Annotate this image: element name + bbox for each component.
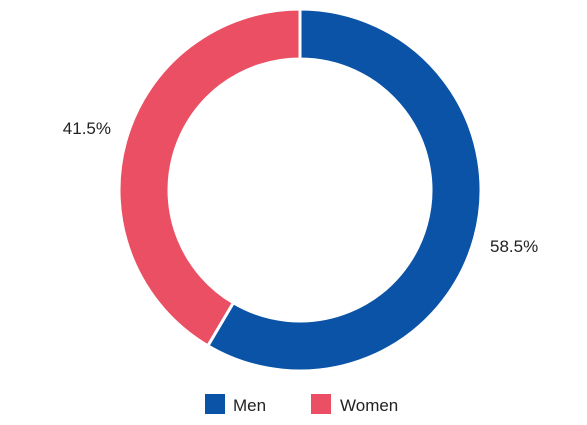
slice-women [117,7,302,348]
legend-label-men: Men [233,396,266,415]
slice-label-men: 58.5% [490,237,538,256]
legend: Men Women [205,394,398,415]
legend-swatch-men [205,394,225,414]
legend-label-women: Women [340,396,398,415]
donut-slices [117,7,483,373]
slice-label-women: 41.5% [63,119,111,138]
slice-men [205,7,483,373]
legend-swatch-women [311,394,331,414]
